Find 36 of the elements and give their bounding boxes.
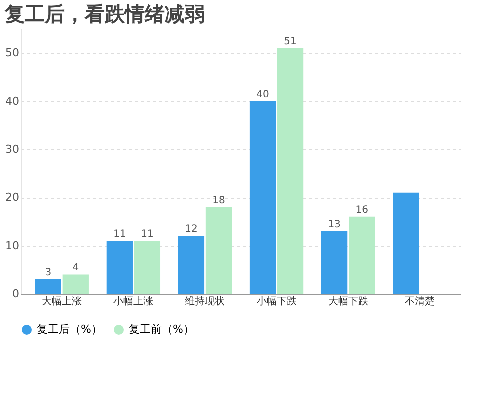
- data-label: 4: [72, 262, 80, 274]
- data-label: 11: [141, 229, 154, 240]
- y-tick-label: 40: [6, 94, 20, 108]
- y-tick-label: 10: [6, 239, 20, 252]
- data-label: 51: [284, 36, 297, 48]
- x-tick-label: 大幅下跌: [328, 296, 368, 308]
- bar: [62, 274, 89, 294]
- x-tick-label: 小幅下跌: [256, 296, 297, 308]
- y-tick-label: 0: [12, 288, 20, 300]
- legend-label: 复工后（%）: [37, 323, 102, 336]
- data-label: 12: [185, 224, 198, 236]
- x-tick-label: 小幅上涨: [114, 296, 154, 308]
- bar: [35, 280, 62, 294]
- bar: [393, 192, 420, 294]
- x-tick-label: 不清楚: [404, 296, 435, 308]
- data-label: 16: [356, 204, 368, 216]
- bar: [178, 236, 205, 294]
- data-label: 13: [328, 219, 341, 230]
- x-tick-label: 维持现状: [185, 296, 226, 308]
- y-tick-label: 20: [6, 191, 20, 204]
- data-label: 18: [212, 195, 226, 206]
- bar: [206, 207, 232, 294]
- chart-title: 复工后，看跌情绪减弱: [4, 2, 206, 26]
- bar: [277, 48, 304, 294]
- bar: [349, 216, 376, 294]
- bar: [106, 241, 133, 294]
- bar: [250, 101, 276, 294]
- bar: [321, 231, 348, 294]
- data-label: 3: [45, 268, 52, 279]
- bar: [134, 241, 161, 294]
- data-label: 11: [114, 229, 126, 240]
- y-tick-label: 50: [6, 46, 20, 60]
- legend-label: 复工前（%）: [129, 323, 194, 336]
- y-tick-label: 30: [6, 142, 20, 156]
- x-tick-label: 大幅上涨: [42, 296, 82, 308]
- data-label: 40: [256, 89, 270, 100]
